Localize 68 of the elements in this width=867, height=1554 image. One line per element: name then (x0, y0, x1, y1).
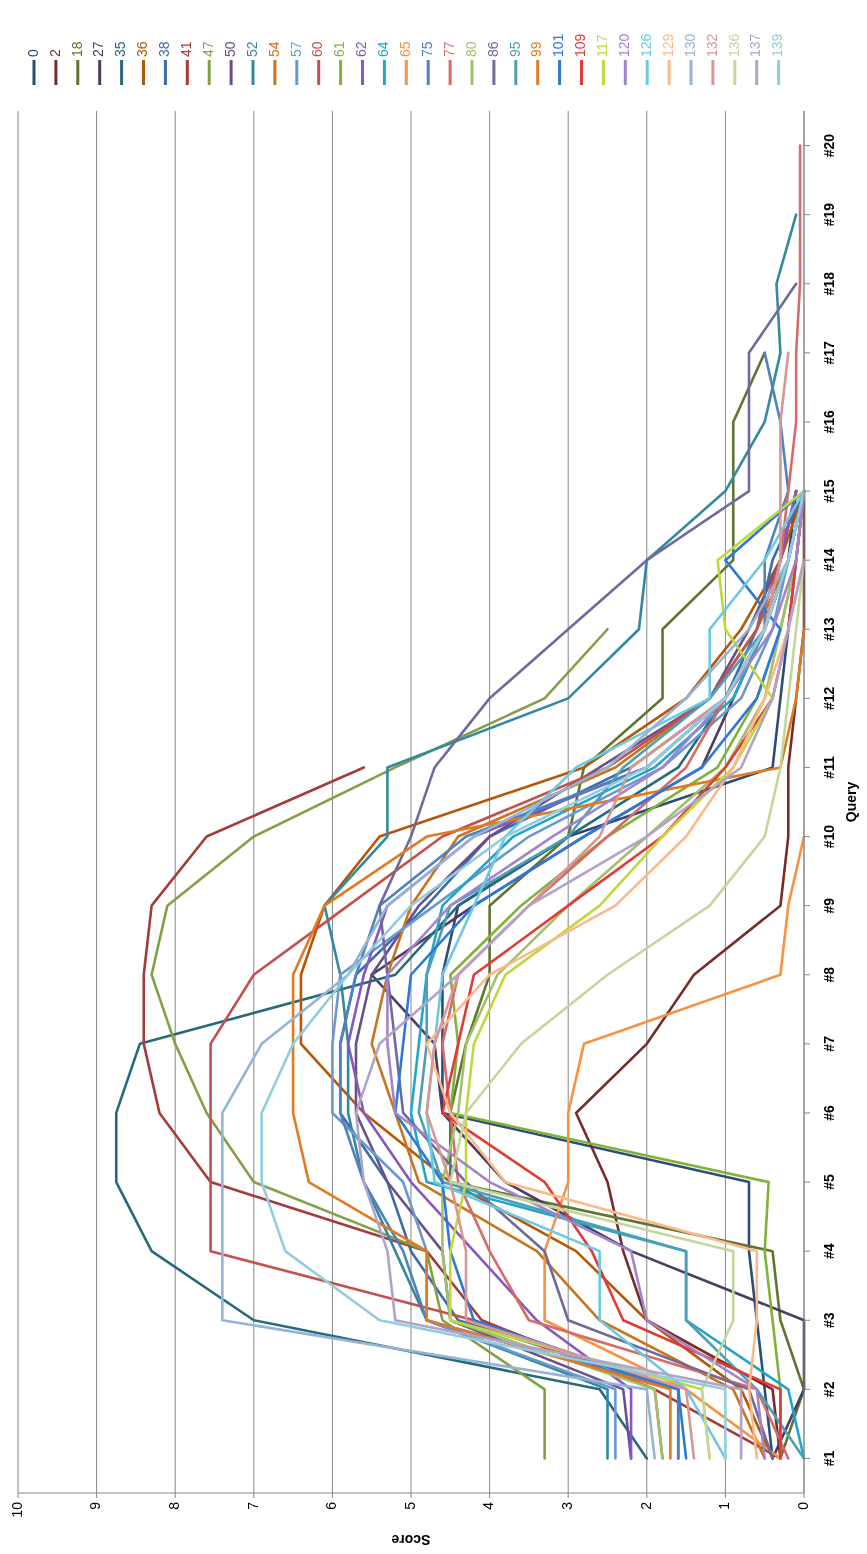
text: 27 (90, 41, 107, 57)
text: 126 (637, 33, 654, 57)
y-tick-label: #3 (820, 1312, 837, 1329)
x-tick-label: 0 (794, 1501, 811, 1510)
text: 75 (418, 41, 435, 57)
text: 38 (156, 41, 173, 57)
y-tick-label: #13 (820, 617, 837, 641)
y-tick-label: #18 (820, 271, 837, 296)
text: 139 (769, 33, 786, 57)
text: 0 (24, 49, 41, 57)
x-tick-label: 8 (165, 1501, 182, 1510)
text: 99 (528, 41, 545, 57)
y-tick-label: #4 (820, 1243, 837, 1259)
text: 117 (594, 34, 611, 57)
text: 109 (572, 33, 589, 57)
x-tick-label: 5 (401, 1501, 418, 1510)
text: 137 (747, 33, 764, 57)
text: 50 (221, 41, 238, 57)
text: 61 (331, 41, 348, 57)
text: 35 (112, 41, 129, 57)
text: 65 (397, 41, 413, 57)
text: 2 (46, 49, 63, 57)
text: 57 (287, 41, 304, 57)
y-tick-label: #11 (820, 755, 837, 779)
text: 101 (550, 33, 567, 57)
y-tick-label: #8 (820, 966, 837, 983)
text: 132 (703, 33, 720, 57)
y-tick-label: #2 (820, 1381, 837, 1398)
y-tick-label: #19 (820, 202, 837, 227)
y-tick-label: #7 (820, 1035, 837, 1052)
text: 129 (659, 33, 676, 57)
x-tick-label: 6 (323, 1501, 340, 1510)
y-tick-label: #15 (820, 479, 837, 503)
text: 47 (199, 41, 216, 57)
text: 95 (506, 41, 523, 57)
x-tick-label: 1 (716, 1501, 733, 1510)
text: 64 (375, 41, 392, 57)
text: 60 (309, 41, 326, 57)
text: 62 (353, 41, 370, 57)
text: 36 (134, 41, 151, 57)
x-tick-label: 10 (8, 1501, 25, 1518)
y-tick-label: #20 (820, 133, 837, 158)
text: 120 (616, 33, 632, 57)
y-tick-label: #6 (820, 1104, 837, 1121)
y-tick-label: #17 (820, 340, 837, 365)
y-tick-label: #12 (820, 686, 837, 711)
y-tick-label: #14 (820, 548, 837, 572)
text: 130 (681, 33, 698, 57)
x-tick-label: 2 (637, 1501, 654, 1510)
text: 54 (265, 41, 282, 57)
y-tick-label: #10 (820, 824, 837, 849)
x-tick-label: 9 (87, 1501, 104, 1510)
text: 136 (725, 33, 742, 57)
x-tick-label: 4 (480, 1501, 497, 1510)
y-tick-label: #16 (820, 410, 837, 434)
text: 77 (440, 41, 457, 57)
y-tick-label: #5 (820, 1174, 837, 1190)
x-tick-label: 7 (244, 1501, 261, 1510)
x-axis-title: Score (391, 1532, 431, 1549)
text: 18 (68, 41, 85, 57)
text: 52 (243, 41, 260, 57)
text: 41 (178, 41, 194, 57)
y-tick-label: #1 (820, 1450, 837, 1467)
y-tick-label: #9 (820, 897, 837, 914)
x-tick-label: 3 (558, 1501, 575, 1510)
y-axis-title: Query (842, 781, 859, 823)
text: 86 (484, 41, 501, 57)
text: 80 (462, 41, 479, 57)
